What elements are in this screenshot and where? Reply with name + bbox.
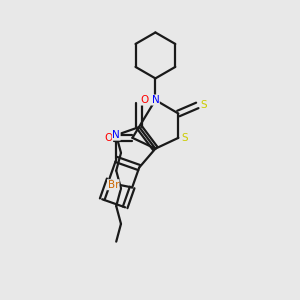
Text: S: S [201,100,207,110]
Text: O: O [104,133,112,143]
Text: N: N [152,95,159,105]
Text: O: O [140,95,149,105]
Text: S: S [182,133,188,143]
Text: N: N [112,130,120,140]
Text: Br: Br [107,180,119,190]
